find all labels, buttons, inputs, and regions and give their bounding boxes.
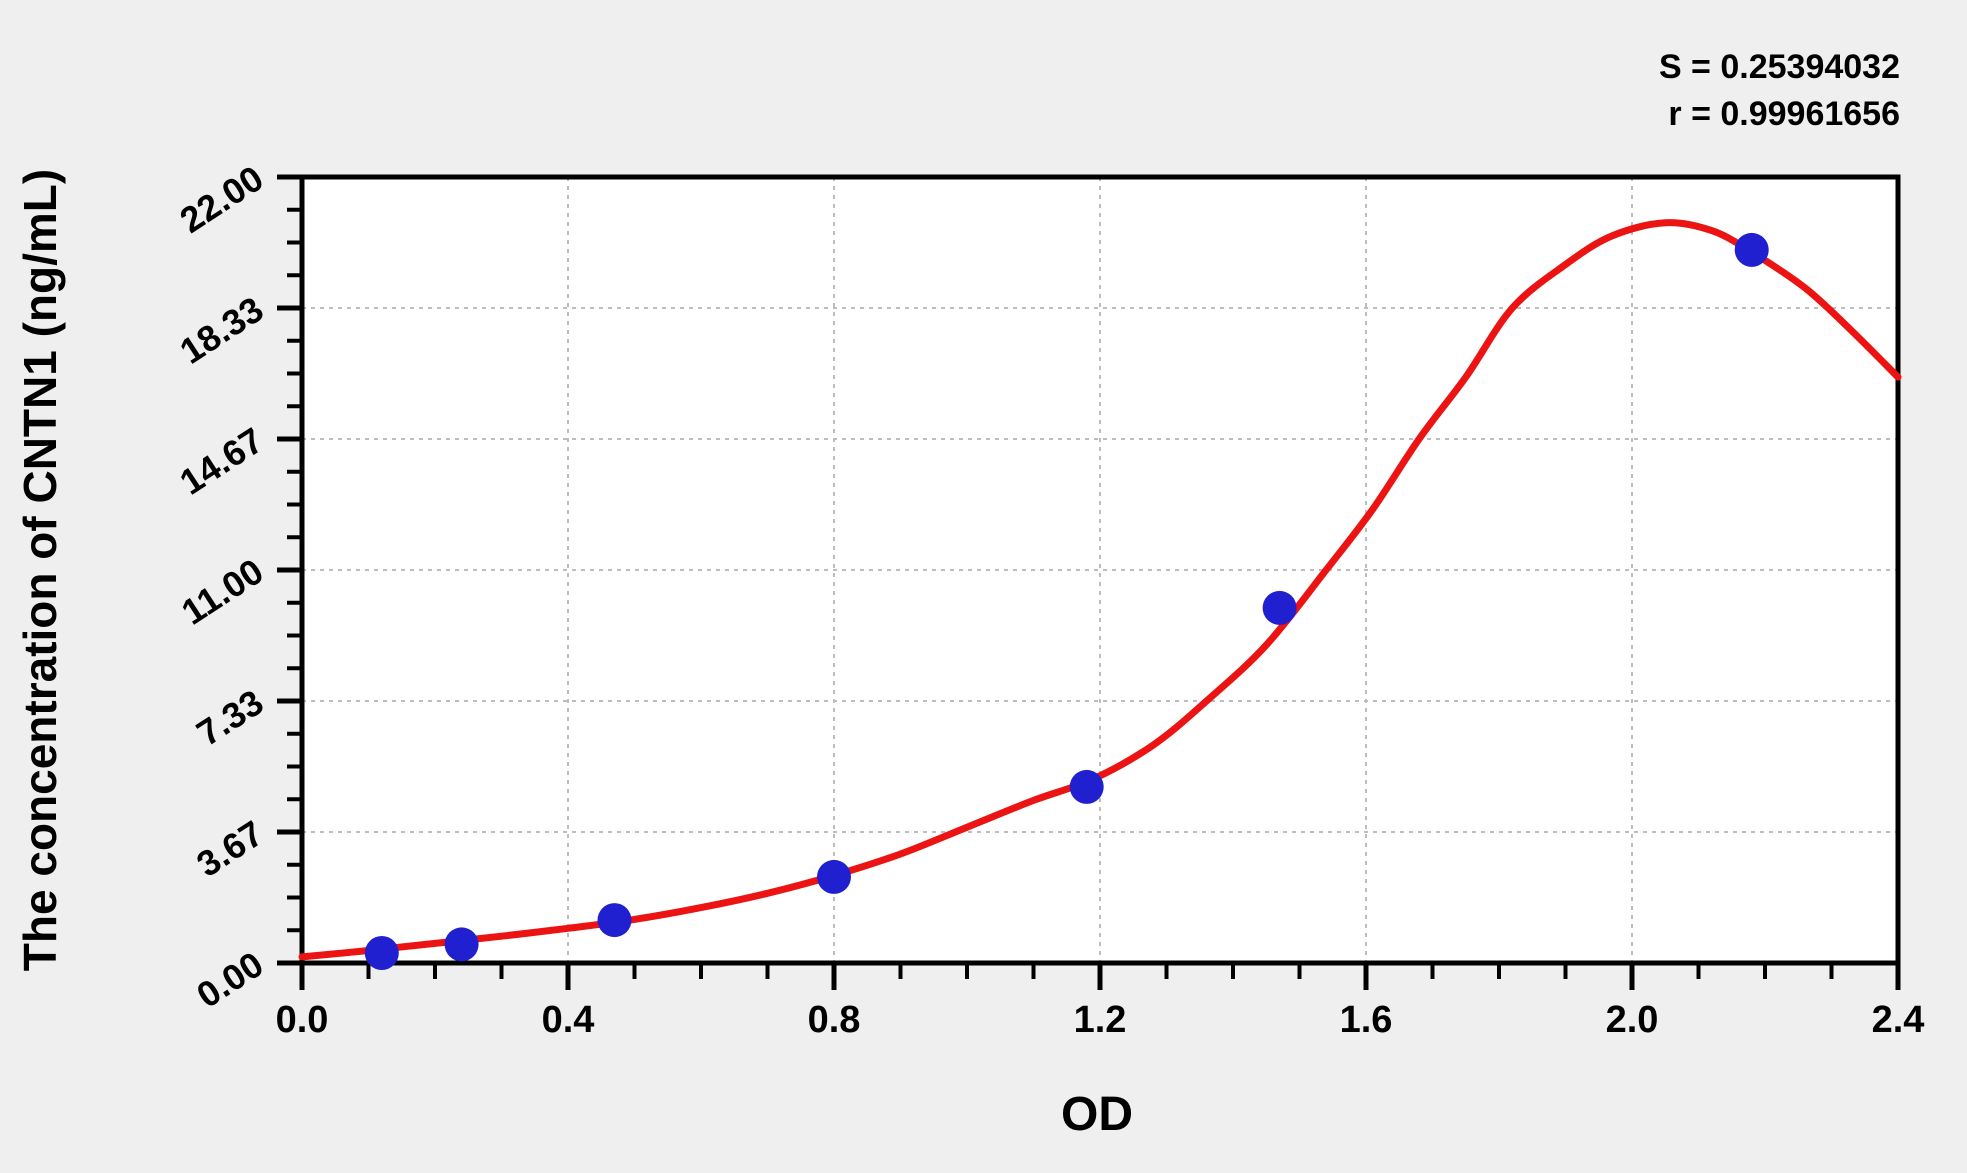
data-points (364, 232, 1769, 970)
axis-ticks (277, 174, 1901, 990)
y-tick-label: 18.33 (172, 288, 270, 371)
x-tick-label: 1.2 (1074, 999, 1127, 1041)
y-axis-title: The concentration of CNTN1 (ng/mL) (14, 169, 66, 971)
x-tick-label: 0.0 (276, 999, 329, 1041)
x-tick-label: 0.4 (542, 999, 595, 1041)
y-tick-label: 7.33 (189, 681, 270, 754)
x-tick-label: 1.6 (1340, 999, 1393, 1041)
y-tick-label: 0.00 (189, 943, 270, 1016)
x-axis-title: OD (1061, 1088, 1133, 1141)
standard-data-point (364, 936, 399, 970)
x-tick-label: 0.8 (808, 999, 861, 1041)
stat-r-value: r = 0.99961656 (1668, 95, 1900, 133)
y-tick-label: 22.00 (172, 157, 270, 240)
standard-data-point (1734, 232, 1769, 267)
y-tick-label: 3.67 (189, 812, 270, 885)
standard-data-point (1069, 769, 1104, 804)
x-tick-label: 2.4 (1872, 999, 1925, 1041)
stat-s-value: S = 0.25394032 (1659, 48, 1900, 86)
x-tick-label: 2.0 (1606, 999, 1659, 1041)
standard-data-point (1262, 590, 1297, 625)
y-tick-label: 14.67 (172, 419, 270, 502)
standard-data-point (597, 903, 632, 938)
y-tick-label: 11.00 (174, 550, 270, 632)
plot-area (302, 177, 1898, 963)
standard-data-point (444, 927, 479, 962)
standard-data-point (817, 859, 851, 894)
